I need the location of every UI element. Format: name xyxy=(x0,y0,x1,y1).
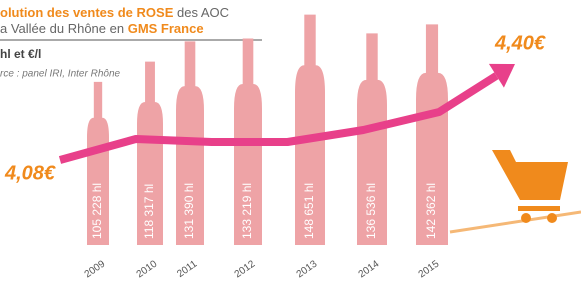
chart-title: olution des ventes de ROSE des AOC xyxy=(0,5,229,20)
x-tick-label: 2014 xyxy=(357,258,382,280)
price-label: 4,40€ xyxy=(494,32,546,54)
x-tick-label: 2015 xyxy=(417,258,442,280)
subtitle: hl et €/l xyxy=(0,47,41,61)
price-label: 4,08€ xyxy=(4,162,56,184)
chart-title: a Vallée du Rhône en GMS France xyxy=(0,21,204,36)
x-tick-label: 2011 xyxy=(175,258,199,280)
value-label: 136 536 hl xyxy=(364,183,378,239)
value-label: 118 317 hl xyxy=(142,184,156,239)
value-label: 133 219 hl xyxy=(240,183,254,239)
x-tick-label: 2010 xyxy=(135,258,160,280)
x-tick-label: 2013 xyxy=(295,258,320,280)
x-tick-label: 2012 xyxy=(233,258,258,280)
chart: olution des ventes de ROSE des AOC a Val… xyxy=(0,0,581,303)
x-tick-label: 2009 xyxy=(83,258,108,280)
source: rce : panel IRI, Inter Rhône xyxy=(0,69,121,80)
value-label: 142 362 hl xyxy=(424,183,438,239)
value-label: 105 228 hl xyxy=(90,183,104,239)
value-label: 148 651 hl xyxy=(302,183,316,239)
cart-icon xyxy=(450,150,581,232)
value-label: 131 390 hl xyxy=(182,183,196,239)
